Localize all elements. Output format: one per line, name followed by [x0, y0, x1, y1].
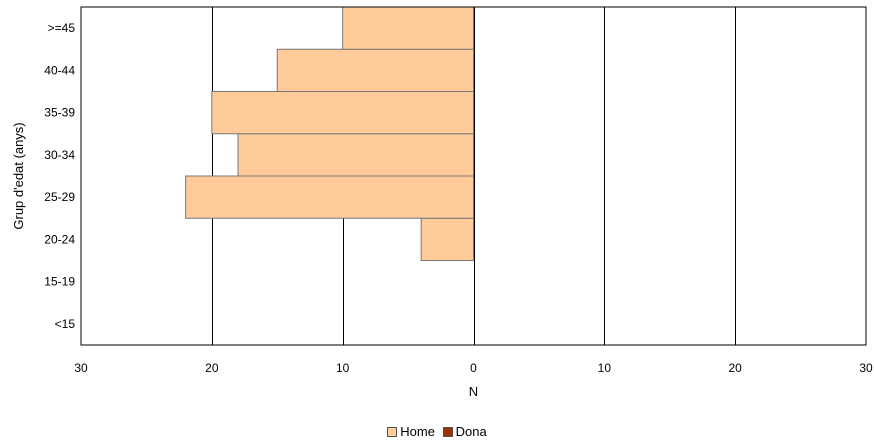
y-tick-label: >=45 — [48, 21, 76, 35]
y-tick-label: 35-39 — [44, 106, 75, 120]
y-tick-label: 20-24 — [44, 232, 75, 246]
y-tick-label: 25-29 — [44, 190, 75, 204]
bars — [185, 6, 475, 261]
legend-label-home: Home — [400, 424, 435, 439]
bar-home-5 — [211, 91, 474, 135]
y-axis-title: Grup d'edat (anys) — [11, 122, 26, 229]
x-tick-label: 0 — [470, 361, 477, 375]
y-tick-label: 40-44 — [44, 63, 75, 77]
x-tick-label: 20 — [728, 361, 742, 375]
x-tick-label: 30 — [74, 361, 88, 375]
legend: Home Dona — [0, 424, 874, 440]
plot-area-frame — [80, 6, 867, 346]
bar-home-7 — [342, 6, 474, 50]
bar-home-4 — [237, 133, 474, 177]
legend-item-dona: Dona — [442, 424, 487, 439]
x-tick-label: 10 — [598, 361, 612, 375]
legend-label-dona: Dona — [455, 424, 487, 439]
y-tick-label: <15 — [55, 317, 76, 331]
y-tick-labels: <15 15-19 20-24 25-29 30-34 35-39 40-44 >=45 — [44, 21, 75, 331]
x-tick-label: 10 — [336, 361, 350, 375]
legend-swatch-dona — [442, 426, 453, 437]
x-tick-label: 30 — [859, 361, 873, 375]
x-axis-title: N — [469, 384, 478, 399]
legend-item-home: Home — [387, 424, 435, 439]
x-tick-labels: 30 20 10 0 10 20 30 — [74, 361, 873, 375]
bar-home-2 — [420, 217, 474, 261]
legend-swatch-home — [387, 426, 398, 437]
bar-home-3 — [185, 175, 475, 219]
y-tick-label: 15-19 — [44, 275, 75, 289]
x-tick-label: 20 — [205, 361, 219, 375]
bar-home-6 — [276, 48, 474, 92]
y-tick-label: 30-34 — [44, 148, 75, 162]
